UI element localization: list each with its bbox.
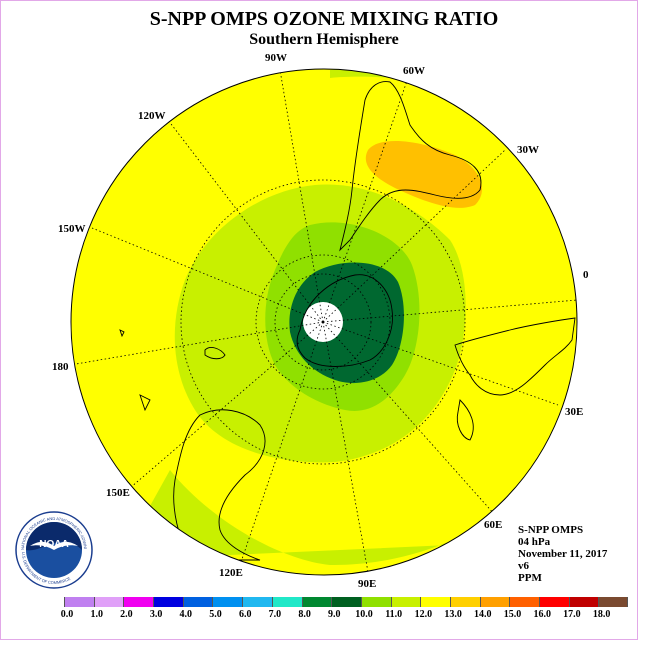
colorbar-segment	[153, 597, 183, 607]
colorbar-tick-label: 3.0	[149, 609, 163, 620]
colorbar-tick-label: 9.0	[328, 609, 341, 620]
orange-patch	[365, 140, 483, 208]
colorbar-tick-label: 5.0	[209, 609, 222, 620]
colorbar-segment	[568, 597, 599, 607]
map-title: S-NPP OMPS OZONE MIXING RATIO	[149, 8, 499, 30]
colorbar-tick-label: 18.0	[592, 609, 611, 620]
lon-label-90e: 90E	[358, 578, 376, 590]
image-frame	[0, 0, 638, 640]
coastlines	[119, 81, 576, 561]
colorbar-tick-label: 2.0	[120, 609, 133, 620]
lon-label-60w: 60W	[403, 65, 425, 77]
lon-label-90w: 90W	[265, 52, 287, 64]
colorbar-segment	[212, 597, 243, 607]
lon-label-30w: 30W	[517, 144, 539, 156]
logo-text: NOAA	[39, 539, 68, 550]
map-subtitle: Southern Hemisphere	[249, 31, 399, 48]
colorbar-ticks: 0.0 1.0 2.0 3.0 4.0 5.0 6.0 7.0 8.0 9.0 10.0 11.0 12…	[52, 609, 612, 623]
info-instrument: S-NPP OMPS	[518, 524, 584, 536]
info-units: PPM	[518, 572, 542, 584]
colorbar-segment	[182, 597, 213, 607]
lon-label-150e: 150E	[106, 487, 130, 499]
lon-label-60e: 60E	[484, 519, 502, 531]
info-date: November 11, 2017	[518, 548, 608, 560]
colorbar-segment	[509, 597, 539, 607]
colorbar-tick-label: 13.0	[444, 609, 462, 620]
colorbar-tick-label: 14.0	[474, 609, 492, 620]
lon-label-180: 180	[52, 361, 69, 373]
colorbar-tick-label: 11.0	[385, 609, 403, 620]
colorbar-segment	[64, 597, 94, 607]
info-block: S-NPP OMPS 04 hPa November 11, 2017 v6 P…	[518, 524, 607, 584]
longitude-labels: 90W 60W 30W 0 30E 60E 90E 120E 150E 180 …	[52, 52, 589, 590]
colorbar-tick-label: 7.0	[268, 609, 282, 620]
colorbar-segment	[301, 597, 332, 607]
colorbar-segment	[420, 597, 450, 607]
colorbar-segment	[539, 597, 569, 607]
colorbar-tick-label: 12.0	[414, 609, 433, 620]
logo-gull	[30, 541, 78, 550]
colorbar-tick-label: 1.0	[90, 609, 103, 620]
colorbar-segment	[390, 597, 421, 607]
colorbar-tick-label: 0.0	[60, 609, 74, 620]
dark-green-core	[289, 262, 404, 384]
colorbar-segment	[123, 597, 154, 607]
colorbar-segment	[93, 597, 124, 607]
info-pressure-level: 04 hPa	[518, 536, 551, 548]
colorbar-tick-label: 10.0	[355, 609, 373, 620]
colorbar-segment	[360, 597, 391, 607]
lon-label-30e: 30E	[565, 406, 583, 418]
colorbar-segment	[271, 597, 302, 607]
colorbar-segment	[331, 597, 361, 607]
colorbar-tick-label: 8.0	[298, 609, 311, 620]
noaa-logo: NOAA NATIONAL OCEANIC AND ATMOSPHERIC AD…	[14, 510, 93, 589]
lon-label-120e: 120E	[219, 567, 243, 579]
graticule	[71, 69, 577, 573]
colorbar-segment	[242, 597, 272, 607]
colorbar-segment	[598, 597, 629, 607]
map-disk	[71, 69, 577, 575]
colorbar-tick-label: 6.0	[238, 609, 252, 620]
colorbar	[64, 597, 629, 607]
lon-label-120w: 120W	[138, 110, 166, 122]
map-rim	[70, 68, 578, 576]
colorbar-tick-label: 15.0	[503, 609, 522, 620]
colorbar-tick-label: 4.0	[179, 609, 193, 620]
colorbar-segment	[449, 597, 480, 607]
colorbar-tick-label: 16.0	[533, 609, 551, 620]
lon-label-0: 0	[583, 269, 589, 281]
colorbar-segment	[479, 597, 510, 607]
info-version: v6	[518, 560, 529, 572]
colorbar-tick-label: 17.0	[563, 609, 581, 620]
lon-label-150w: 150W	[58, 223, 86, 235]
